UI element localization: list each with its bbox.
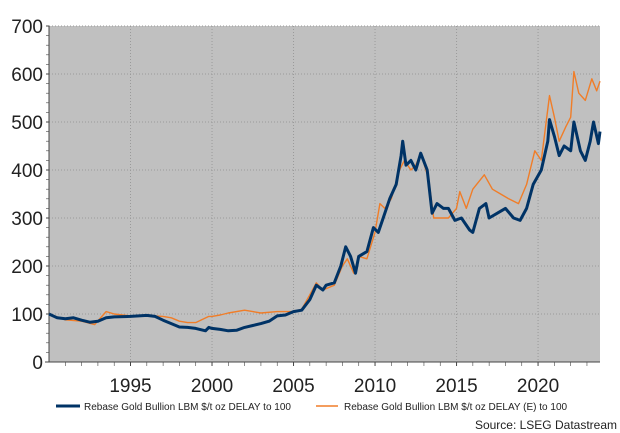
x-tick-label: 2005 xyxy=(272,376,314,397)
legend-label-series-1: Rebase Gold Bullion LBM $/t oz DELAY to … xyxy=(84,402,291,413)
y-tick-label: 0 xyxy=(32,353,43,374)
source-note: Source: LSEG Datastream xyxy=(475,418,617,432)
x-tick-label: 1995 xyxy=(109,376,151,397)
y-tick-label: 600 xyxy=(11,65,43,86)
plot-area xyxy=(49,26,600,362)
series-line-1 xyxy=(48,118,602,333)
y-tick-label: 100 xyxy=(11,305,43,326)
y-tick-label: 300 xyxy=(11,209,43,230)
x-tick-label: 2015 xyxy=(435,376,477,397)
x-tick-label: 2010 xyxy=(354,376,396,397)
series-line-2 xyxy=(48,70,601,326)
y-tick-label: 700 xyxy=(11,17,43,38)
legend-label-series-2: Rebase Gold Bullion LBM $/t oz DELAY (E)… xyxy=(344,402,568,413)
y-tick-label: 200 xyxy=(11,257,43,278)
y-tick-label: 400 xyxy=(11,161,43,182)
x-tick-label: 2020 xyxy=(517,376,559,397)
x-tick-label: 2000 xyxy=(191,376,233,397)
y-tick-label: 500 xyxy=(11,113,43,134)
